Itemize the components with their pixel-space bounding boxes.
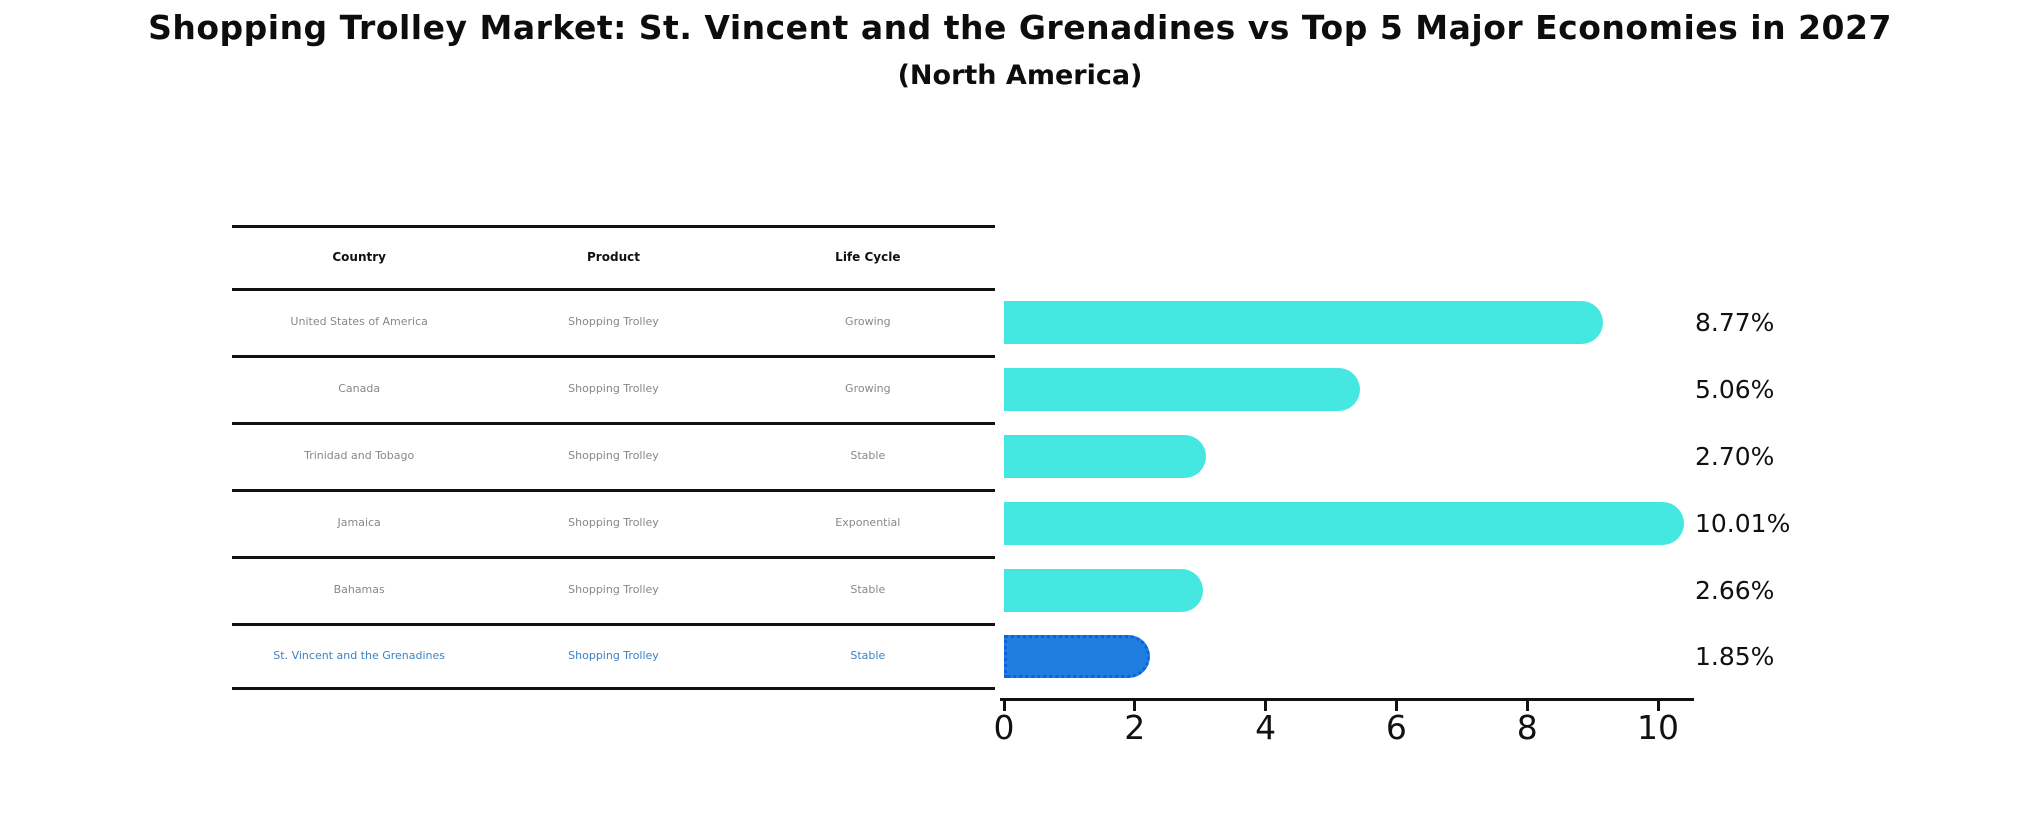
cell-life-cycle: Stable <box>850 583 886 596</box>
x-axis-tick <box>1133 701 1137 711</box>
table-rule <box>232 687 995 690</box>
x-axis-tick <box>1264 701 1268 711</box>
chart-title: Shopping Trolley Market: St. Vincent and… <box>148 8 1892 47</box>
cell-country: Trinidad and Tobago <box>304 449 415 462</box>
cell-life-cycle: Growing <box>845 382 891 395</box>
value-label: 8.77% <box>1695 308 1775 337</box>
x-axis-tick-label: 4 <box>1255 708 1277 747</box>
x-axis-tick <box>1656 701 1660 711</box>
cell-life-cycle: Exponential <box>835 516 901 529</box>
bar-trinidad-and-tobago <box>1004 435 1206 478</box>
table-rule <box>232 288 995 291</box>
table-row-highlighted: St. Vincent and the Grenadines Shopping … <box>232 623 995 687</box>
table-row: Trinidad and Tobago Shopping Trolley Sta… <box>232 422 995 489</box>
table-rule <box>232 422 995 425</box>
bar-canada <box>1004 368 1360 411</box>
table-row: Canada Shopping Trolley Growing <box>232 355 995 422</box>
x-axis-tick-label: 10 <box>1637 708 1679 747</box>
table-row: United States of America Shopping Trolle… <box>232 288 995 355</box>
cell-life-cycle: Stable <box>850 648 886 662</box>
bar-bahamas <box>1004 569 1203 612</box>
header-country: Country <box>332 249 386 264</box>
value-label: 2.70% <box>1695 442 1775 471</box>
cell-product: Shopping Trolley <box>568 516 659 529</box>
cell-country: United States of America <box>290 315 428 328</box>
header-life-cycle: Life Cycle <box>835 249 901 264</box>
value-label: 1.85% <box>1695 642 1775 671</box>
cell-country: St. Vincent and the Grenadines <box>273 648 446 662</box>
header-product: Product <box>587 249 640 264</box>
cell-life-cycle: Growing <box>845 315 891 328</box>
x-axis-tick <box>1002 701 1006 711</box>
cell-country: Canada <box>338 382 381 395</box>
value-label: 10.01% <box>1695 509 1791 538</box>
value-label: 2.66% <box>1695 576 1775 605</box>
cell-product: Shopping Trolley <box>568 583 659 596</box>
value-label: 5.06% <box>1695 375 1775 404</box>
x-axis-tick-label: 6 <box>1385 708 1407 747</box>
table-row: Jamaica Shopping Trolley Exponential <box>232 489 995 556</box>
cell-product: Shopping Trolley <box>568 315 659 328</box>
x-axis-tick <box>1394 701 1398 711</box>
table-rule <box>232 355 995 358</box>
cell-country: Jamaica <box>337 516 381 529</box>
bar-united-states <box>1004 301 1603 344</box>
table-row: Bahamas Shopping Trolley Stable <box>232 556 995 623</box>
bar-st-vincent-highlighted <box>1004 635 1150 678</box>
cell-product: Shopping Trolley <box>568 382 659 395</box>
x-axis-tick <box>1525 701 1529 711</box>
cell-product: Shopping Trolley <box>568 648 659 662</box>
country-table: Country Product Life Cycle United States… <box>232 225 995 690</box>
cell-country: Bahamas <box>333 583 385 596</box>
table-rule <box>232 623 995 626</box>
table-rule <box>232 225 995 228</box>
bar-jamaica <box>1004 502 1684 545</box>
x-axis-tick-label: 8 <box>1516 708 1538 747</box>
x-axis-line <box>1000 698 1694 701</box>
chart-subtitle: (North America) <box>897 60 1143 91</box>
x-axis-tick-label: 2 <box>1124 708 1146 747</box>
table-rule <box>232 556 995 559</box>
x-axis-tick-label: 0 <box>993 708 1015 747</box>
cell-product: Shopping Trolley <box>568 449 659 462</box>
table-rule <box>232 489 995 492</box>
table-header-row: Country Product Life Cycle <box>232 225 995 288</box>
cell-life-cycle: Stable <box>850 449 886 462</box>
